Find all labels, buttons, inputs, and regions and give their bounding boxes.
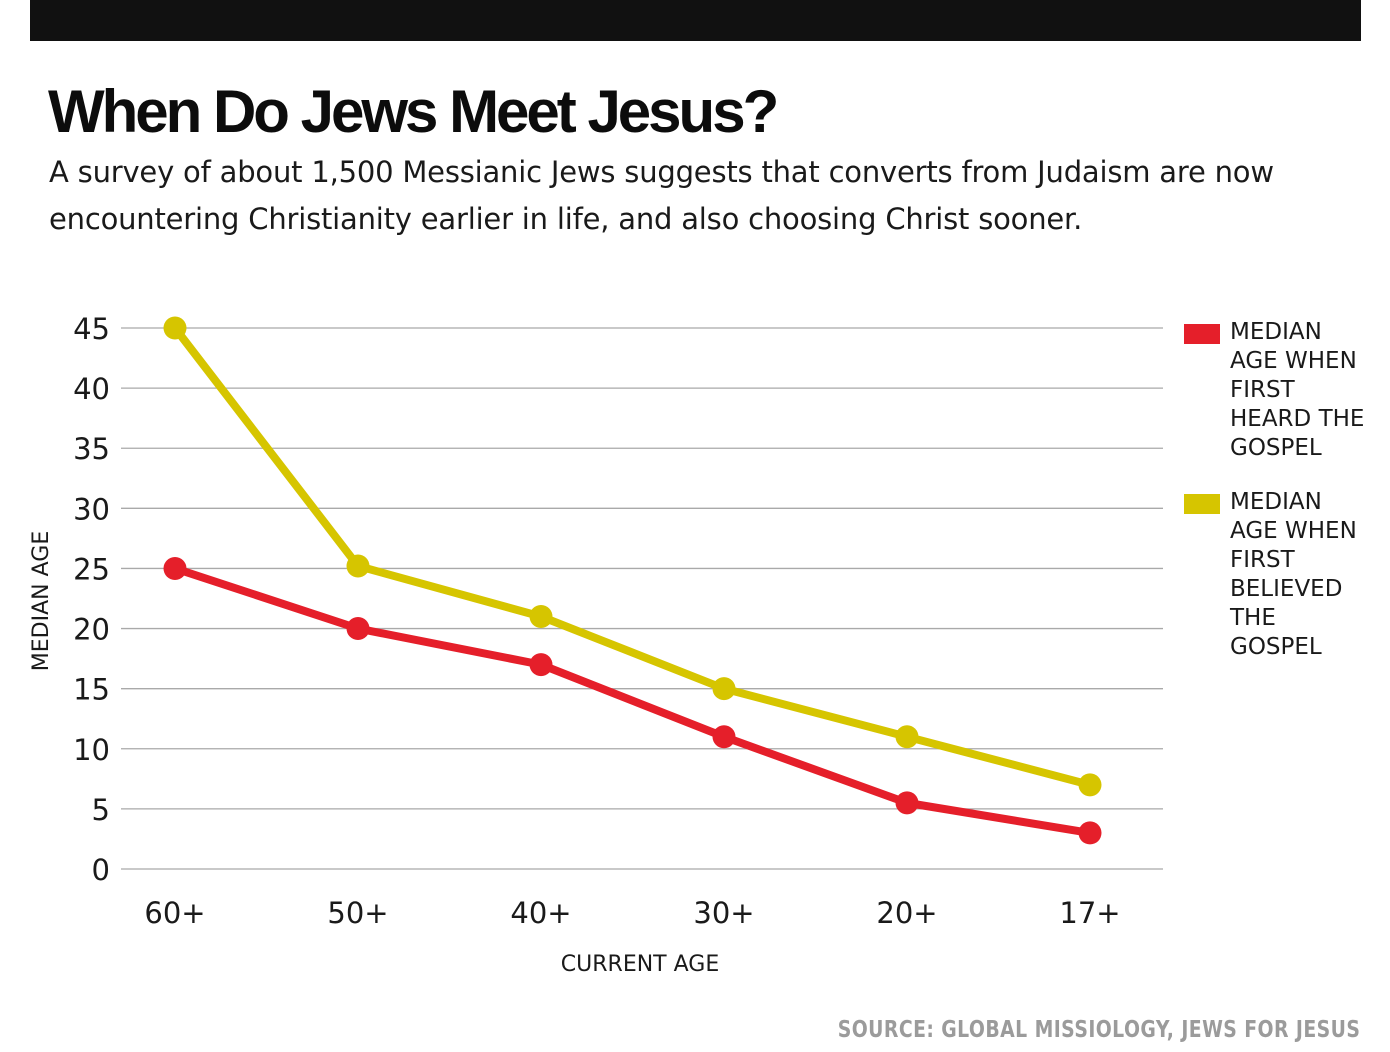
y-tick-label-20: 20 [73,613,110,647]
legend-item-heard: MEDIAN AGE WHEN FIRST HEARD THE GOSPEL [1184,318,1384,463]
x-axis-label: CURRENT AGE [561,952,719,977]
data-point-0-5 [1078,821,1102,845]
x-tick-label-5: 17+ [1059,896,1120,930]
x-tick-label-0: 60+ [144,896,205,930]
y-tick-label-40: 40 [73,372,110,406]
y-tick-label-5: 5 [92,793,110,827]
y-tick-label-45: 45 [73,312,110,346]
legend-swatch-heard [1184,324,1220,344]
chart-subtitle: A survey of about 1,500 Messianic Jews s… [49,155,1274,236]
y-tick-label-30: 30 [73,492,110,526]
data-point-0-4 [895,791,919,815]
x-tick-label-2: 40+ [510,896,571,930]
legend-label-heard: MEDIAN AGE WHEN FIRST HEARD THE GOSPEL [1230,319,1365,461]
data-point-0-1 [346,617,370,641]
data-point-1-3 [712,677,736,701]
legend-item-believed: MEDIAN AGE WHEN FIRST BELIEVED THE GOSPE… [1184,488,1384,662]
y-axis-label: MEDIAN AGE [29,531,54,671]
y-tick-label-25: 25 [73,552,110,586]
x-tick-label-3: 30+ [693,896,754,930]
series-layer [163,316,1102,845]
legend-label-believed: MEDIAN AGE WHEN FIRST BELIEVED THE GOSPE… [1230,489,1357,660]
data-point-1-1 [346,554,370,578]
data-point-1-2 [529,605,553,629]
data-point-1-0 [163,316,187,340]
x-tick-label-1: 50+ [327,896,388,930]
series-line-1 [171,324,1094,789]
y-tick-label-10: 10 [73,733,110,767]
legend: MEDIAN AGE WHEN FIRST HEARD THE GOSPEL M… [1184,318,1384,687]
top-bar [30,0,1361,41]
y-tick-label-15: 15 [73,673,110,707]
x-axis-ticks: 60+ 50+ 40+ 30+ 20+ 17+ [144,896,1120,930]
grid-lines [121,327,1163,870]
series-0 [163,556,1102,845]
data-point-0-2 [529,653,553,677]
y-tick-label-35: 35 [73,432,110,466]
source-note: SOURCE: GLOBAL MISSIOLOGY, JEWS FOR JESU… [837,1017,1360,1043]
y-tick-label-0: 0 [92,853,110,887]
y-axis-ticks: 0 5 10 15 20 25 30 35 40 45 [73,312,110,887]
data-point-0-3 [712,725,736,749]
data-point-1-5 [1078,773,1102,797]
chart-title: When Do Jews Meet Jesus? [48,78,779,145]
data-point-0-0 [163,556,187,580]
series-1 [163,316,1102,797]
legend-swatch-believed [1184,494,1220,514]
x-tick-label-4: 20+ [876,896,937,930]
series-line-0 [171,564,1094,837]
data-point-1-4 [895,725,919,749]
